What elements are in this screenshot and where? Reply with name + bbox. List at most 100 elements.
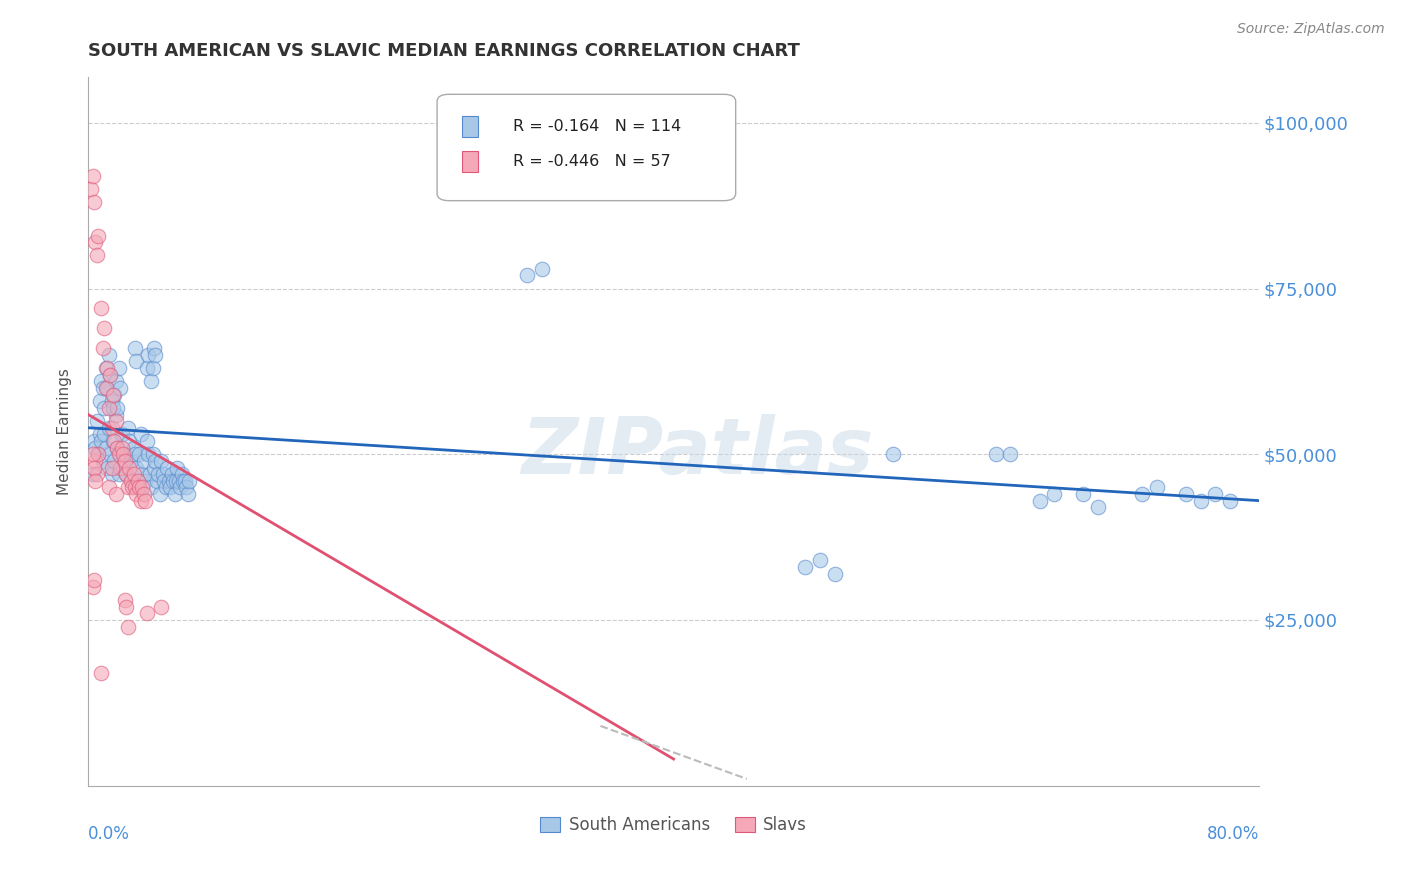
Point bbox=[103, 454, 125, 468]
Point bbox=[89, 427, 111, 442]
Point bbox=[93, 321, 115, 335]
Point bbox=[145, 348, 167, 362]
Point bbox=[118, 434, 141, 448]
Point bbox=[84, 474, 107, 488]
Point bbox=[94, 381, 117, 395]
Point bbox=[80, 182, 103, 196]
Point bbox=[120, 474, 142, 488]
Point bbox=[114, 454, 136, 468]
Point bbox=[131, 480, 153, 494]
Point bbox=[134, 493, 156, 508]
Point bbox=[118, 460, 141, 475]
Point bbox=[115, 467, 138, 482]
Point bbox=[127, 480, 149, 494]
Y-axis label: Median Earnings: Median Earnings bbox=[58, 368, 72, 494]
Point bbox=[90, 434, 112, 448]
Point bbox=[124, 341, 146, 355]
Point bbox=[174, 480, 197, 494]
Point bbox=[1204, 487, 1226, 501]
Point bbox=[94, 441, 117, 455]
Point bbox=[100, 421, 122, 435]
Point bbox=[115, 599, 138, 614]
Point bbox=[84, 454, 107, 468]
Point bbox=[98, 447, 121, 461]
Point bbox=[1073, 487, 1095, 501]
Point bbox=[176, 487, 198, 501]
Point bbox=[166, 460, 188, 475]
Text: SOUTH AMERICAN VS SLAVIC MEDIAN EARNINGS CORRELATION CHART: SOUTH AMERICAN VS SLAVIC MEDIAN EARNINGS… bbox=[89, 42, 800, 60]
Point bbox=[114, 593, 136, 607]
Point bbox=[159, 480, 181, 494]
Point bbox=[104, 408, 127, 422]
Point bbox=[107, 401, 129, 415]
Point bbox=[1028, 493, 1050, 508]
Point bbox=[93, 427, 115, 442]
Point bbox=[86, 467, 108, 482]
Point bbox=[97, 401, 120, 415]
Point bbox=[794, 560, 817, 574]
Point bbox=[90, 301, 112, 316]
Point bbox=[167, 474, 190, 488]
Point bbox=[132, 487, 155, 501]
FancyBboxPatch shape bbox=[437, 95, 735, 201]
Point bbox=[107, 441, 129, 455]
Point bbox=[120, 454, 142, 468]
Point bbox=[89, 394, 111, 409]
Point bbox=[1000, 447, 1022, 461]
Point bbox=[98, 368, 121, 382]
Point bbox=[143, 460, 166, 475]
Point bbox=[132, 454, 155, 468]
Point bbox=[160, 467, 183, 482]
Point bbox=[136, 447, 159, 461]
Point bbox=[530, 261, 553, 276]
Point bbox=[100, 394, 122, 409]
Point bbox=[87, 447, 110, 461]
Point bbox=[162, 474, 184, 488]
Point bbox=[84, 441, 107, 455]
Point bbox=[148, 467, 170, 482]
Point bbox=[142, 361, 165, 376]
Legend: South Americans, Slavs: South Americans, Slavs bbox=[533, 810, 814, 841]
Point bbox=[179, 474, 201, 488]
Text: R = -0.446   N = 57: R = -0.446 N = 57 bbox=[513, 154, 671, 169]
Point bbox=[86, 248, 108, 262]
Point bbox=[90, 375, 112, 389]
Point bbox=[91, 381, 114, 395]
Point bbox=[100, 460, 122, 475]
Point bbox=[150, 599, 173, 614]
Point bbox=[142, 447, 165, 461]
Point bbox=[110, 460, 132, 475]
Point bbox=[87, 228, 110, 243]
Point bbox=[97, 480, 120, 494]
Point bbox=[984, 447, 1007, 461]
Point bbox=[90, 665, 112, 680]
Point bbox=[93, 401, 115, 415]
Point bbox=[125, 460, 148, 475]
Text: R = -0.164   N = 114: R = -0.164 N = 114 bbox=[513, 119, 682, 134]
Point bbox=[1174, 487, 1197, 501]
Point bbox=[134, 474, 156, 488]
Point bbox=[165, 474, 187, 488]
Point bbox=[104, 375, 127, 389]
Point bbox=[98, 368, 121, 382]
Point bbox=[91, 454, 114, 468]
Point bbox=[96, 460, 118, 475]
Text: 0.0%: 0.0% bbox=[89, 824, 129, 843]
Point bbox=[103, 434, 125, 448]
Point bbox=[824, 566, 846, 581]
Point bbox=[84, 235, 107, 250]
Point bbox=[86, 414, 108, 428]
Point bbox=[155, 480, 177, 494]
Point bbox=[125, 487, 148, 501]
Point bbox=[111, 441, 134, 455]
Point bbox=[83, 573, 105, 587]
Point bbox=[101, 401, 124, 415]
Point bbox=[127, 474, 149, 488]
Text: Source: ZipAtlas.com: Source: ZipAtlas.com bbox=[1237, 22, 1385, 37]
Point bbox=[150, 454, 173, 468]
Point bbox=[96, 361, 118, 376]
Point bbox=[124, 447, 146, 461]
Point bbox=[104, 487, 127, 501]
Point bbox=[96, 381, 118, 395]
Point bbox=[153, 474, 176, 488]
